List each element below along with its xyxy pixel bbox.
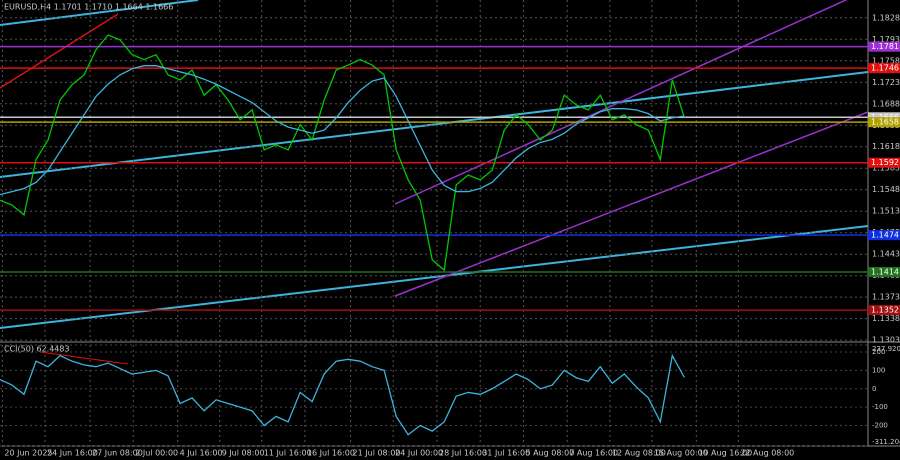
indicator-tick-label: 200 — [872, 348, 885, 356]
x-tick-label: 9 Jul 08:00 — [222, 449, 265, 458]
level-tag — [868, 41, 900, 52]
moving-average — [0, 65, 685, 196]
level-tag — [868, 230, 900, 241]
y-tick-label: 1.1303 — [872, 336, 900, 345]
x-tick-label: 24 Jun 16:00 — [47, 449, 98, 458]
level-label: 1.1781 — [871, 42, 899, 51]
y-tick-label: 1.1758 — [872, 56, 900, 65]
indicator-tick-label: 0 — [872, 385, 876, 393]
x-tick-label: 4 Jul 16:00 — [180, 449, 223, 458]
y-tick-label: 1.1548 — [872, 185, 900, 194]
level-tag — [868, 63, 900, 74]
chart-title: EURUSD,H4 1.1701 1.1710 1.1664 1.1666 — [4, 3, 173, 12]
y-tick-label: 1.1583 — [872, 164, 900, 173]
level-label: 1.1414 — [871, 268, 899, 277]
x-tick-label: 2 Jul 00:00 — [135, 449, 178, 458]
indicator-title: CCI(50) 62.4483 — [4, 345, 70, 354]
trend-line — [0, 0, 199, 26]
indicator-tick-label: -200 — [872, 422, 888, 430]
trend-line — [0, 71, 869, 178]
trend-line — [0, 225, 869, 329]
level-label: 1.1658 — [871, 118, 899, 127]
level-tag — [868, 267, 900, 278]
x-tick-label: 21 Jul 08:00 — [353, 449, 401, 458]
price-line — [0, 34, 685, 272]
indicator-tick-label: -100 — [872, 403, 888, 411]
y-tick-label: 1.1373 — [872, 293, 900, 302]
x-tick-label: 7 Aug 16:00 — [569, 449, 618, 458]
indicator-line — [0, 353, 685, 436]
level-label: 1.1352 — [871, 306, 899, 315]
level-tag — [868, 157, 900, 168]
trend-line — [0, 13, 119, 89]
x-tick-label: 11 Jul 16:00 — [264, 449, 312, 458]
indicator-tick-label: 237.9205 — [872, 345, 900, 353]
indicator-tick-label: -311.204 — [872, 438, 900, 446]
level-tag — [868, 305, 900, 316]
x-tick-label: 12 Aug 08:00 — [612, 449, 666, 458]
y-tick-label: 1.1338 — [872, 314, 900, 323]
y-tick-label: 1.1443 — [872, 250, 900, 259]
channel-line — [394, 111, 869, 297]
x-tick-label: 20 Jun 2025 — [4, 449, 52, 458]
y-tick-label: 1.1688 — [872, 99, 900, 108]
x-tick-label: 27 Jun 08:00 — [92, 449, 143, 458]
divergence-line — [39, 351, 129, 365]
x-tick-label: 24 Jul 00:00 — [395, 449, 443, 458]
level-label: 1.1592 — [871, 158, 899, 167]
y-tick-label: 1.1513 — [872, 207, 900, 216]
level-label: 1.1474 — [871, 231, 899, 240]
x-tick-label: 28 Jul 16:00 — [439, 449, 487, 458]
x-tick-label: 31 Jul 16:00 — [482, 449, 530, 458]
x-tick-label: 22 Aug 08:00 — [740, 449, 794, 458]
channel-line — [394, 0, 848, 205]
y-tick-label: 1.1723 — [872, 78, 900, 87]
y-tick-label: 1.1618 — [872, 142, 900, 151]
x-tick-label: 5 Aug 08:00 — [525, 449, 574, 458]
y-tick-label: 1.1828 — [872, 13, 900, 22]
indicator-tick-label: 100 — [872, 366, 885, 374]
x-tick-label: 19 Aug 16:00 — [698, 449, 752, 458]
x-tick-label: 15 Aug 00:00 — [654, 449, 708, 458]
level-tag — [868, 117, 900, 128]
level-label: 1.1746 — [871, 64, 899, 73]
y-tick-label: 1.1793 — [872, 35, 900, 44]
drawings — [0, 0, 869, 365]
x-tick-label: 16 Jul 16:00 — [307, 449, 355, 458]
